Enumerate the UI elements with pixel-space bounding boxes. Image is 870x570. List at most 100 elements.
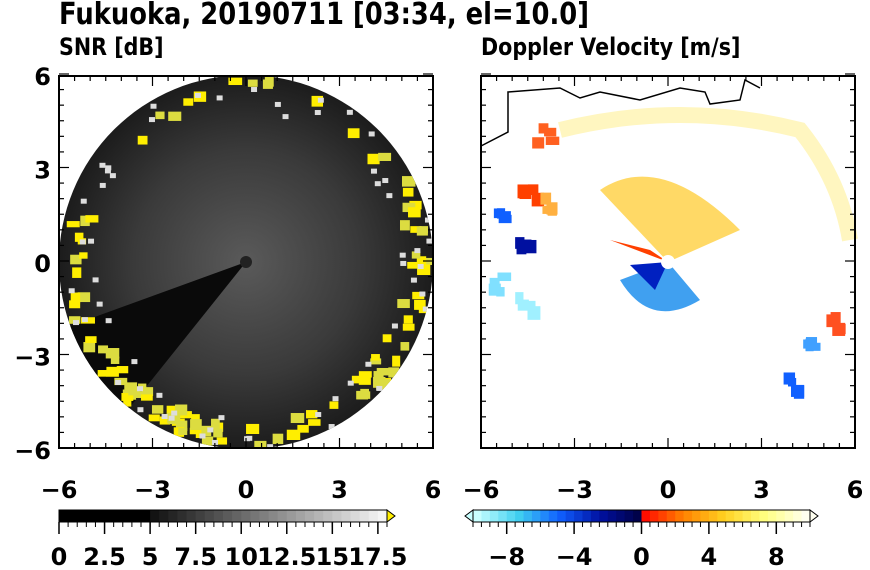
velocity-colorbar-segment bbox=[540, 510, 550, 522]
y-tick-label: −3 bbox=[14, 344, 51, 372]
snr-bright-echo bbox=[282, 114, 289, 120]
snr-bright-echo bbox=[79, 239, 86, 245]
snr-bright-echo bbox=[99, 182, 106, 188]
coastline bbox=[480, 78, 761, 147]
x-tick-label: 0 bbox=[660, 476, 677, 504]
snr-high-echo bbox=[98, 345, 109, 354]
snr-colorbar-segment bbox=[359, 510, 370, 522]
snr-high-echo bbox=[79, 252, 88, 259]
snr-high-echo bbox=[382, 334, 392, 343]
snr-high-echo bbox=[378, 152, 392, 161]
snr-bright-echo bbox=[374, 181, 381, 187]
snr-high-echo bbox=[416, 256, 427, 266]
velocity-far-ring bbox=[558, 107, 858, 242]
snr-high-echo bbox=[97, 370, 107, 377]
velocity-colorbar-segment bbox=[489, 510, 499, 522]
snr-high-echo bbox=[351, 375, 365, 384]
velocity-colorbar-segment bbox=[751, 510, 760, 522]
velocity-colorbar-segment bbox=[708, 510, 718, 522]
velocity-colorbar-segment bbox=[649, 510, 659, 522]
velocity-colorbar-segment bbox=[776, 510, 786, 522]
velocity-echo bbox=[547, 207, 557, 216]
snr-high-echo bbox=[148, 414, 160, 422]
velocity-colorbar-segment bbox=[767, 510, 777, 522]
snr-high-echo bbox=[142, 387, 154, 396]
velocity-colorbar-segment bbox=[616, 510, 626, 522]
snr-bright-echo bbox=[251, 87, 258, 93]
snr-high-echo bbox=[397, 299, 410, 309]
snr-high-echo bbox=[105, 348, 120, 359]
snr-high-echo bbox=[392, 355, 401, 367]
snr-high-echo bbox=[408, 207, 421, 218]
snr-bright-echo bbox=[332, 396, 339, 402]
velocity-colorbar-segment bbox=[759, 510, 769, 522]
x-tick-label: −6 bbox=[463, 476, 500, 504]
snr-colorbar-segment bbox=[186, 510, 197, 522]
velocity-colorbar-tick-label: −4 bbox=[556, 543, 593, 570]
velocity-colorbar-segment bbox=[641, 510, 651, 522]
snr-bright-echo bbox=[148, 117, 155, 123]
snr-high-echo bbox=[216, 437, 228, 445]
velocity-echo bbox=[805, 338, 814, 352]
snr-bright-echo bbox=[207, 427, 214, 433]
snr-high-echo bbox=[137, 135, 148, 145]
snr-bright-echo bbox=[315, 412, 322, 418]
snr-colorbar-tick-label: 15 bbox=[316, 543, 349, 570]
snr-bright-echo bbox=[328, 424, 335, 430]
snr-colorbar-segment bbox=[259, 510, 270, 522]
snr-high-echo bbox=[175, 404, 188, 416]
velocity-colorbar-segment bbox=[515, 510, 525, 522]
snr-colorbar-segment bbox=[341, 510, 352, 522]
velocity-echo bbox=[540, 192, 552, 205]
snr-colorbar-segment bbox=[314, 510, 324, 522]
snr-colorbar-extend-max bbox=[386, 509, 396, 523]
velocity-colorbar-segment bbox=[658, 510, 668, 522]
velocity-echo bbox=[545, 136, 560, 145]
velocity-strong-negative bbox=[630, 262, 668, 290]
snr-colorbar-segment bbox=[305, 510, 315, 522]
velocity-echo bbox=[532, 137, 545, 149]
snr-bright-echo bbox=[171, 410, 178, 416]
snr-bright-echo bbox=[382, 178, 389, 184]
snr-high-echo bbox=[247, 79, 258, 87]
snr-high-echo bbox=[412, 291, 425, 300]
snr-high-echo bbox=[246, 423, 260, 434]
snr-high-echo bbox=[159, 416, 171, 425]
snr-bright-echo bbox=[109, 173, 116, 179]
snr-colorbar-tick-label: 10 bbox=[225, 543, 258, 570]
velocity-echo bbox=[489, 277, 500, 288]
snr-colorbar-segment bbox=[332, 510, 342, 522]
velocity-colorbar-segment bbox=[574, 510, 584, 522]
snr-colorbar-segment bbox=[122, 510, 133, 522]
velocity-colorbar-extend-max bbox=[809, 509, 819, 523]
snr-bright-echo bbox=[347, 380, 354, 386]
y-tick-label: 0 bbox=[34, 250, 51, 278]
snr-high-echo bbox=[329, 401, 339, 409]
x-tick-label: −3 bbox=[134, 476, 171, 504]
snr-high-echo bbox=[262, 79, 273, 89]
snr-bright-echo bbox=[274, 101, 281, 107]
velocity-echo bbox=[544, 127, 557, 137]
velocity-panel-title: Doppler Velocity [m/s] bbox=[481, 33, 741, 61]
snr-bright-echo bbox=[414, 248, 421, 254]
snr-colorbar-segment bbox=[195, 510, 206, 522]
velocity-colorbar-segment bbox=[624, 510, 634, 522]
velocity-echo bbox=[783, 372, 796, 385]
snr-colorbar-segment bbox=[241, 510, 251, 522]
snr-bright-echo bbox=[161, 414, 168, 420]
snr-high-echo bbox=[178, 427, 188, 436]
snr-bright-echo bbox=[194, 92, 201, 98]
velocity-colorbar-segment bbox=[506, 510, 516, 522]
snr-high-echo bbox=[371, 354, 380, 361]
snr-high-echo bbox=[411, 251, 421, 259]
velocity-echo bbox=[499, 211, 511, 220]
snr-high-echo bbox=[200, 425, 212, 437]
snr-bright-echo bbox=[199, 433, 206, 439]
snr-bright-echo bbox=[105, 318, 112, 324]
snr-bright-echo bbox=[105, 165, 112, 171]
velocity-echo bbox=[542, 205, 551, 214]
snr-colorbar-segment bbox=[232, 510, 242, 522]
snr-high-echo bbox=[77, 292, 91, 303]
snr-bright-echo bbox=[168, 415, 175, 421]
